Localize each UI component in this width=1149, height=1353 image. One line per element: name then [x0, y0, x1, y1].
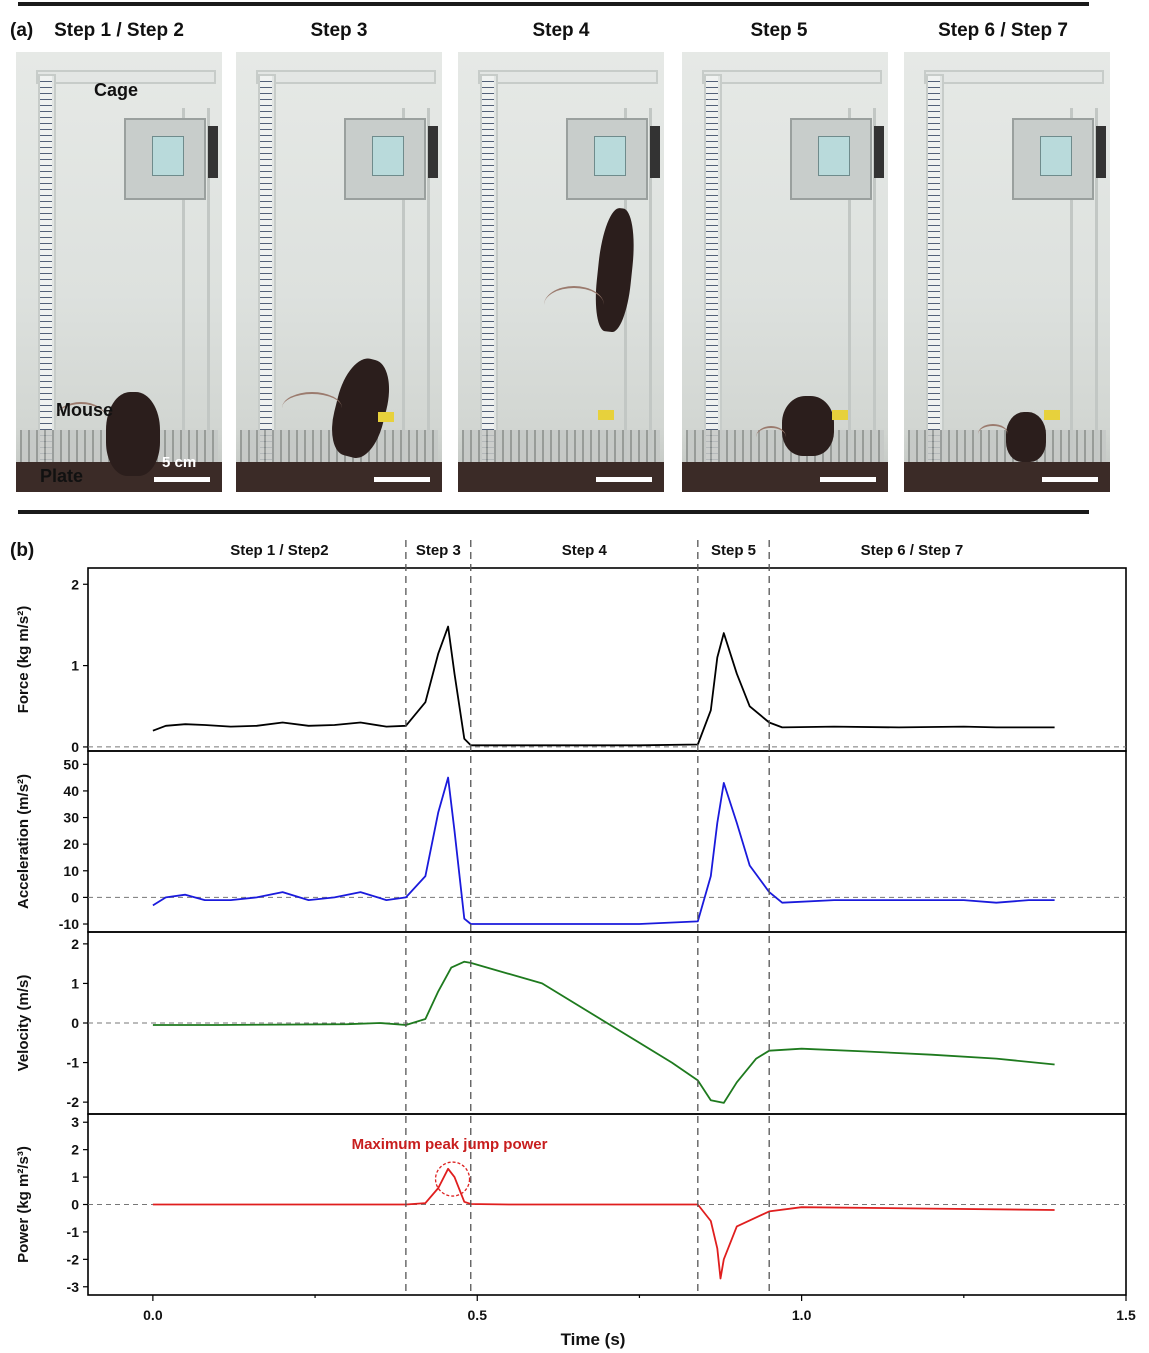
photo-title-3: Step 4: [532, 20, 590, 41]
plot-frame: [87, 567, 1127, 752]
photo-step-1-2: Cage Mouse Plate 5 cm: [16, 52, 222, 492]
y-tick-label: 1: [71, 658, 79, 674]
peak-annotation: Maximum peak jump power: [352, 1136, 548, 1153]
y-axis-label: Force (kg m/s²): [15, 606, 32, 714]
series-line: [152, 960, 1055, 1104]
cage-label: Cage: [94, 80, 139, 100]
series-line: [152, 625, 1055, 747]
panel-a-label: (a): [10, 20, 34, 41]
y-tick-label: 1: [71, 1169, 79, 1185]
y-axis-label: Acceleration (m/s²): [15, 774, 32, 909]
panel-b-label: (b): [10, 540, 35, 561]
y-tick-label: 2: [71, 576, 79, 592]
mouse-image: [782, 396, 834, 456]
scale-bar: [1042, 477, 1098, 482]
y-tick-label: 40: [63, 783, 79, 799]
top-rule: [18, 2, 1089, 6]
x-tick-label: 1.0: [792, 1307, 812, 1323]
photo-title-4: Step 5: [750, 20, 808, 41]
mouse-image: [1006, 412, 1046, 462]
photo-title-1: Step 1 / Step 2: [54, 20, 184, 41]
y-tick-label: 2: [71, 1142, 79, 1158]
y-tick-label: 3: [71, 1114, 79, 1130]
y-tick-label: 0: [71, 739, 79, 755]
y-tick-label: 0: [71, 1197, 79, 1213]
scale-bar: [374, 477, 430, 482]
scale-bar: [596, 477, 652, 482]
y-axis-label: Power (kg m²/s³): [15, 1146, 32, 1263]
photo-step-3: [236, 52, 442, 492]
photo-step-4: [458, 52, 664, 492]
mouse-label: Mouse: [56, 400, 114, 420]
x-tick-label: 0.5: [468, 1307, 488, 1323]
x-axis-label: Time (s): [561, 1330, 626, 1349]
phase-label: Step 5: [711, 542, 756, 559]
phase-label: Step 3: [416, 542, 461, 559]
photo-step-5: [682, 52, 888, 492]
y-tick-label: -1: [67, 1055, 80, 1071]
y-tick-label: -2: [67, 1094, 80, 1110]
y-tick-label: -3: [67, 1279, 80, 1295]
plate-label: Plate: [40, 466, 84, 486]
y-tick-label: 10: [63, 863, 79, 879]
y-tick-label: 0: [71, 889, 79, 905]
y-tick-label: 30: [63, 810, 79, 826]
phase-label: Step 6 / Step 7: [861, 542, 964, 559]
plot-frame: [87, 750, 1127, 933]
scale-bar: [820, 477, 876, 482]
y-tick-label: 2: [71, 936, 79, 952]
y-tick-label: 1: [71, 975, 79, 991]
y-tick-label: 50: [63, 756, 79, 772]
y-tick-label: 0: [71, 1015, 79, 1031]
y-axis-label: Velocity (m/s): [15, 975, 32, 1072]
peak-highlight-circle: [434, 1161, 471, 1197]
series-line: [152, 776, 1055, 925]
photo-title-5: Step 6 / Step 7: [938, 20, 1068, 41]
mouse-image: [106, 392, 160, 476]
y-tick-label: 20: [63, 836, 79, 852]
series-line: [152, 1167, 1055, 1280]
middle-rule: [18, 510, 1089, 514]
scale-bar: [154, 477, 210, 482]
x-tick-label: 1.5: [1116, 1307, 1136, 1323]
photo-step-6-7: [904, 52, 1110, 492]
x-tick-label: 0.0: [143, 1307, 163, 1323]
y-tick-label: -10: [59, 916, 79, 932]
y-tick-label: -2: [67, 1251, 80, 1267]
phase-label: Step 4: [562, 542, 608, 559]
y-tick-label: -1: [67, 1224, 80, 1240]
photo-title-2: Step 3: [310, 20, 368, 41]
phase-label: Step 1 / Step2: [230, 542, 328, 559]
scale-label: 5 cm: [162, 454, 197, 471]
